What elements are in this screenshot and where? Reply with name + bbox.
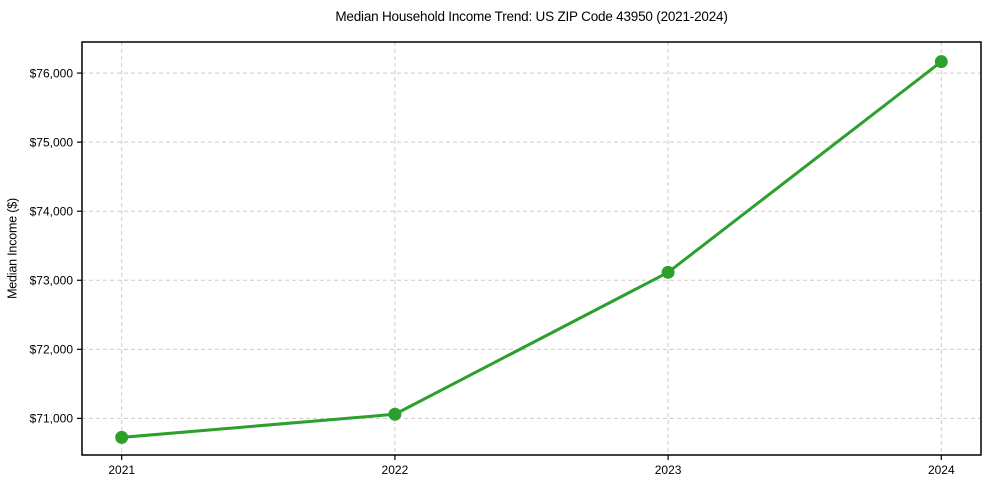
y-tick-label: $73,000: [30, 273, 74, 287]
chart-title: Median Household Income Trend: US ZIP Co…: [335, 9, 728, 24]
x-tick-label: 2021: [108, 463, 135, 477]
data-point-2023: [661, 265, 675, 279]
x-tick-label: 2024: [928, 463, 955, 477]
y-tick-label: $76,000: [30, 66, 74, 80]
data-point-2024: [934, 55, 948, 69]
data-point-2021: [115, 430, 129, 444]
data-point-2022: [388, 407, 402, 421]
y-tick-label: $75,000: [30, 135, 74, 149]
x-tick-label: 2022: [382, 463, 409, 477]
y-tick-label: $71,000: [30, 412, 74, 426]
x-tick-label: 2023: [655, 463, 682, 477]
trend-line: [120, 60, 943, 439]
plot-frame: [81, 41, 982, 456]
y-tick-label: $72,000: [30, 343, 74, 357]
y-tick-label: $74,000: [30, 204, 74, 218]
